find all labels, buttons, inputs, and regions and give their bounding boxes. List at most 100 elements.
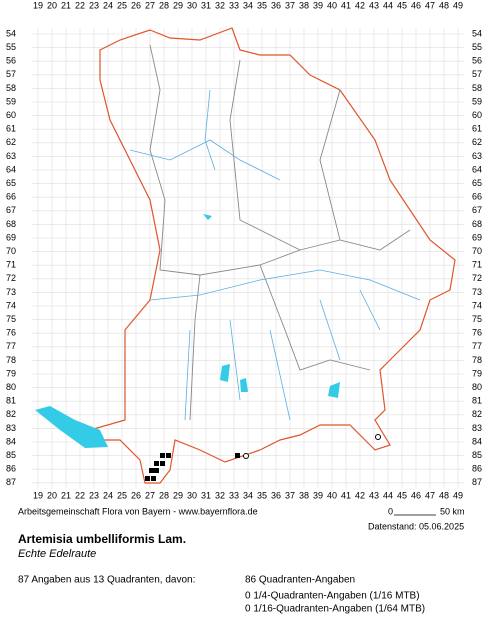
record	[235, 453, 240, 458]
column-label: 27	[145, 0, 155, 10]
column-label: 24	[103, 0, 113, 10]
column-label: 23	[89, 0, 99, 10]
row-label: 66	[6, 192, 16, 202]
row-label: 68	[6, 219, 16, 229]
scale-end: 50 km	[440, 506, 465, 516]
row-label: 63	[472, 151, 482, 161]
record	[149, 468, 154, 473]
column-label: 39	[313, 490, 323, 500]
column-label: 21	[61, 0, 71, 10]
row-label: 58	[6, 83, 16, 93]
row-label: 74	[472, 300, 482, 310]
summary-quarter: 0 1/4-Quadranten-Angaben (1/16 MTB)	[245, 591, 420, 602]
column-label: 34	[243, 0, 253, 10]
column-label: 48	[439, 490, 449, 500]
column-label: 26	[131, 0, 141, 10]
record	[160, 453, 165, 458]
column-label: 29	[173, 0, 183, 10]
column-label: 44	[383, 490, 393, 500]
row-label: 85	[472, 450, 482, 460]
column-label: 28	[159, 490, 169, 500]
column-label: 32	[215, 490, 225, 500]
row-label: 83	[6, 423, 16, 433]
record-open	[375, 434, 381, 440]
column-label: 33	[229, 0, 239, 10]
row-label: 81	[472, 396, 482, 406]
row-label: 73	[472, 287, 482, 297]
column-label: 35	[257, 490, 267, 500]
row-label: 59	[6, 96, 16, 106]
record	[166, 453, 171, 458]
row-label: 54	[6, 28, 16, 38]
row-label: 61	[472, 124, 482, 134]
column-label: 37	[285, 0, 295, 10]
column-label: 31	[201, 0, 211, 10]
scale-start: 0	[388, 506, 393, 516]
column-label: 47	[425, 0, 435, 10]
record-open	[243, 453, 249, 459]
lake-constance	[35, 406, 108, 448]
column-label: 20	[47, 490, 57, 500]
column-label: 23	[89, 490, 99, 500]
row-label: 72	[472, 273, 482, 283]
row-label: 72	[6, 273, 16, 283]
row-label: 56	[6, 56, 16, 66]
column-label: 41	[341, 490, 351, 500]
column-label: 42	[355, 0, 365, 10]
column-label: 36	[271, 0, 281, 10]
row-label: 81	[6, 396, 16, 406]
record	[160, 461, 165, 466]
column-label: 33	[229, 490, 239, 500]
record	[145, 476, 150, 481]
column-label: 40	[327, 0, 337, 10]
row-label: 68	[472, 219, 482, 229]
summary-quadrant: 86 Quadranten-Angaben	[245, 575, 355, 586]
row-label: 76	[6, 328, 16, 338]
rivers	[129, 89, 421, 421]
column-label: 38	[299, 0, 309, 10]
row-label: 57	[472, 69, 482, 79]
row-label: 70	[6, 246, 16, 256]
summary-sixteenth: 0 1/16-Quadranten-Angaben (1/64 MTB)	[245, 604, 425, 615]
row-label: 78	[6, 355, 16, 365]
row-label: 75	[6, 314, 16, 324]
column-label: 30	[187, 0, 197, 10]
row-label: 67	[6, 205, 16, 215]
grid	[32, 28, 464, 489]
column-label: 46	[411, 0, 421, 10]
column-label: 44	[383, 0, 393, 10]
column-label: 43	[369, 490, 379, 500]
species-name: Artemisia umbelliformis Lam.	[18, 532, 186, 546]
row-label: 60	[472, 110, 482, 120]
date: Datenstand: 05.06.2025	[368, 521, 464, 531]
credit: Arbeitsgemeinschaft Flora von Bayern - w…	[18, 506, 258, 516]
column-label: 27	[145, 490, 155, 500]
column-label: 19	[33, 490, 43, 500]
column-label: 32	[215, 0, 225, 10]
column-label: 46	[411, 490, 421, 500]
common-name: Echte Edelraute	[18, 548, 96, 560]
row-label: 85	[6, 450, 16, 460]
row-label: 71	[6, 260, 16, 270]
column-label: 25	[117, 0, 127, 10]
column-label: 21	[61, 490, 71, 500]
column-label: 40	[327, 490, 337, 500]
column-label: 36	[271, 490, 281, 500]
row-label: 80	[472, 382, 482, 392]
row-label: 75	[472, 314, 482, 324]
row-label: 86	[6, 464, 16, 474]
column-label: 39	[313, 0, 323, 10]
column-label: 19	[33, 0, 43, 10]
row-label: 67	[472, 205, 482, 215]
record	[154, 461, 159, 466]
column-label: 47	[425, 490, 435, 500]
row-label: 64	[472, 164, 482, 174]
row-label: 84	[6, 436, 16, 446]
column-label: 35	[257, 0, 267, 10]
column-label: 48	[439, 0, 449, 10]
column-label: 49	[453, 490, 463, 500]
row-label: 79	[6, 368, 16, 378]
row-label: 57	[6, 69, 16, 79]
row-label: 56	[472, 56, 482, 66]
